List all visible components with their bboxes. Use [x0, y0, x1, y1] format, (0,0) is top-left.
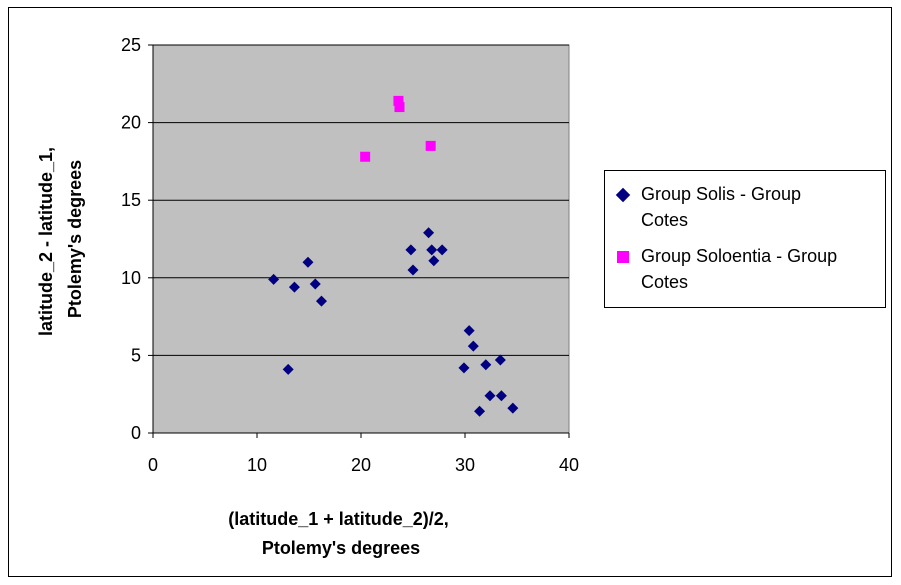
legend-label-solis-line-2: Cotes	[641, 210, 689, 230]
data-point-diamond	[405, 244, 417, 256]
data-point-diamond	[302, 256, 314, 268]
data-point-diamond	[467, 340, 479, 352]
y-tick-labels: 0 5 10 15 20 25	[121, 35, 153, 443]
data-point-diamond	[463, 325, 475, 337]
data-point-diamond	[309, 278, 321, 290]
y-tick-label: 0	[131, 423, 141, 443]
legend: Group Solis - Group Cotes Group Soloenti…	[604, 170, 886, 308]
data-point-diamond	[495, 390, 507, 402]
x-tick-labels: 0 10 20 30 40	[148, 433, 579, 475]
x-tick-label: 10	[247, 455, 267, 475]
y-tick-label: 15	[121, 190, 141, 210]
data-point-diamond	[436, 244, 448, 256]
series-soloentia	[360, 95, 436, 162]
series-solis	[268, 227, 519, 417]
data-point-diamond	[428, 255, 440, 267]
data-point-diamond	[268, 273, 280, 285]
x-axis-title: (latitude_1 + latitude_2)/2, Ptolemy's d…	[228, 509, 454, 558]
data-point-square	[394, 102, 405, 113]
data-point-diamond	[458, 362, 470, 374]
data-point-square	[360, 151, 371, 162]
x-tick-label: 30	[455, 455, 475, 475]
square-marker-icon	[617, 251, 629, 263]
legend-entry-solis: Group Solis - Group Cotes	[615, 181, 882, 233]
data-point-diamond	[474, 405, 486, 417]
data-point-diamond	[484, 390, 496, 402]
y-axis-title-line-1: latitude_2 - latitude_1,	[36, 147, 56, 336]
data-point-diamond	[282, 363, 294, 375]
y-tick-label: 20	[121, 113, 141, 133]
data-point-diamond	[288, 281, 300, 293]
data-point-diamond	[480, 359, 492, 371]
y-axis-title-line-2: Ptolemy's degrees	[65, 160, 85, 318]
data-point-diamond	[315, 295, 327, 307]
x-axis-title-line-2: Ptolemy's degrees	[262, 538, 420, 558]
data-point-square	[393, 95, 404, 106]
x-tick-label: 0	[148, 455, 158, 475]
y-tick-label: 10	[121, 268, 141, 288]
legend-label-soloentia-line-1: Group Soloentia - Group	[641, 246, 838, 266]
diamond-marker-icon	[615, 187, 631, 203]
x-tick-label: 20	[351, 455, 371, 475]
y-tick-label: 5	[131, 345, 141, 365]
x-tick-label: 40	[559, 455, 579, 475]
data-point-diamond	[494, 354, 506, 366]
data-point-diamond	[507, 402, 519, 414]
plot-area	[152, 44, 570, 434]
data-point-square	[425, 140, 436, 151]
gridlines	[153, 44, 569, 356]
legend-entry-soloentia: Group Soloentia - Group Cotes	[617, 243, 882, 295]
x-axis-title-line-1: (latitude_1 + latitude_2)/2,	[228, 509, 449, 529]
data-point-diamond	[426, 244, 438, 256]
y-tick-label: 25	[121, 35, 141, 55]
y-axis-title: latitude_2 - latitude_1, Ptolemy's degre…	[36, 142, 85, 336]
legend-label-soloentia-line-2: Cotes	[641, 272, 689, 292]
data-point-diamond	[407, 264, 419, 276]
legend-label-solis-line-1: Group Solis - Group	[641, 184, 802, 204]
data-point-diamond	[423, 227, 435, 239]
data-points	[268, 95, 519, 417]
